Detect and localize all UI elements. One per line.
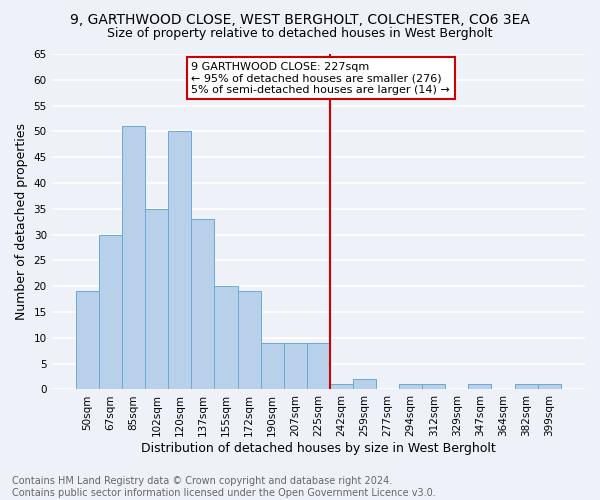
Bar [122, 126, 145, 390]
Text: Contains HM Land Registry data © Crown copyright and database right 2024.
Contai: Contains HM Land Registry data © Crown c… [12, 476, 436, 498]
Bar [469, 384, 491, 390]
Text: 9, GARTHWOOD CLOSE, WEST BERGHOLT, COLCHESTER, CO6 3EA: 9, GARTHWOOD CLOSE, WEST BERGHOLT, COLCH… [70, 12, 530, 26]
Bar [307, 343, 330, 390]
Bar [515, 384, 538, 390]
Bar [238, 292, 260, 390]
Y-axis label: Number of detached properties: Number of detached properties [15, 123, 28, 320]
Bar [168, 132, 191, 390]
X-axis label: Distribution of detached houses by size in West Bergholt: Distribution of detached houses by size … [141, 442, 496, 455]
Bar [353, 379, 376, 390]
Text: 9 GARTHWOOD CLOSE: 227sqm
← 95% of detached houses are smaller (276)
5% of semi-: 9 GARTHWOOD CLOSE: 227sqm ← 95% of detac… [191, 62, 450, 95]
Bar [76, 292, 99, 390]
Bar [191, 219, 214, 390]
Bar [538, 384, 561, 390]
Bar [284, 343, 307, 390]
Text: Size of property relative to detached houses in West Bergholt: Size of property relative to detached ho… [107, 28, 493, 40]
Bar [145, 209, 168, 390]
Bar [260, 343, 284, 390]
Bar [330, 384, 353, 390]
Bar [399, 384, 422, 390]
Bar [422, 384, 445, 390]
Bar [99, 234, 122, 390]
Bar [214, 286, 238, 390]
